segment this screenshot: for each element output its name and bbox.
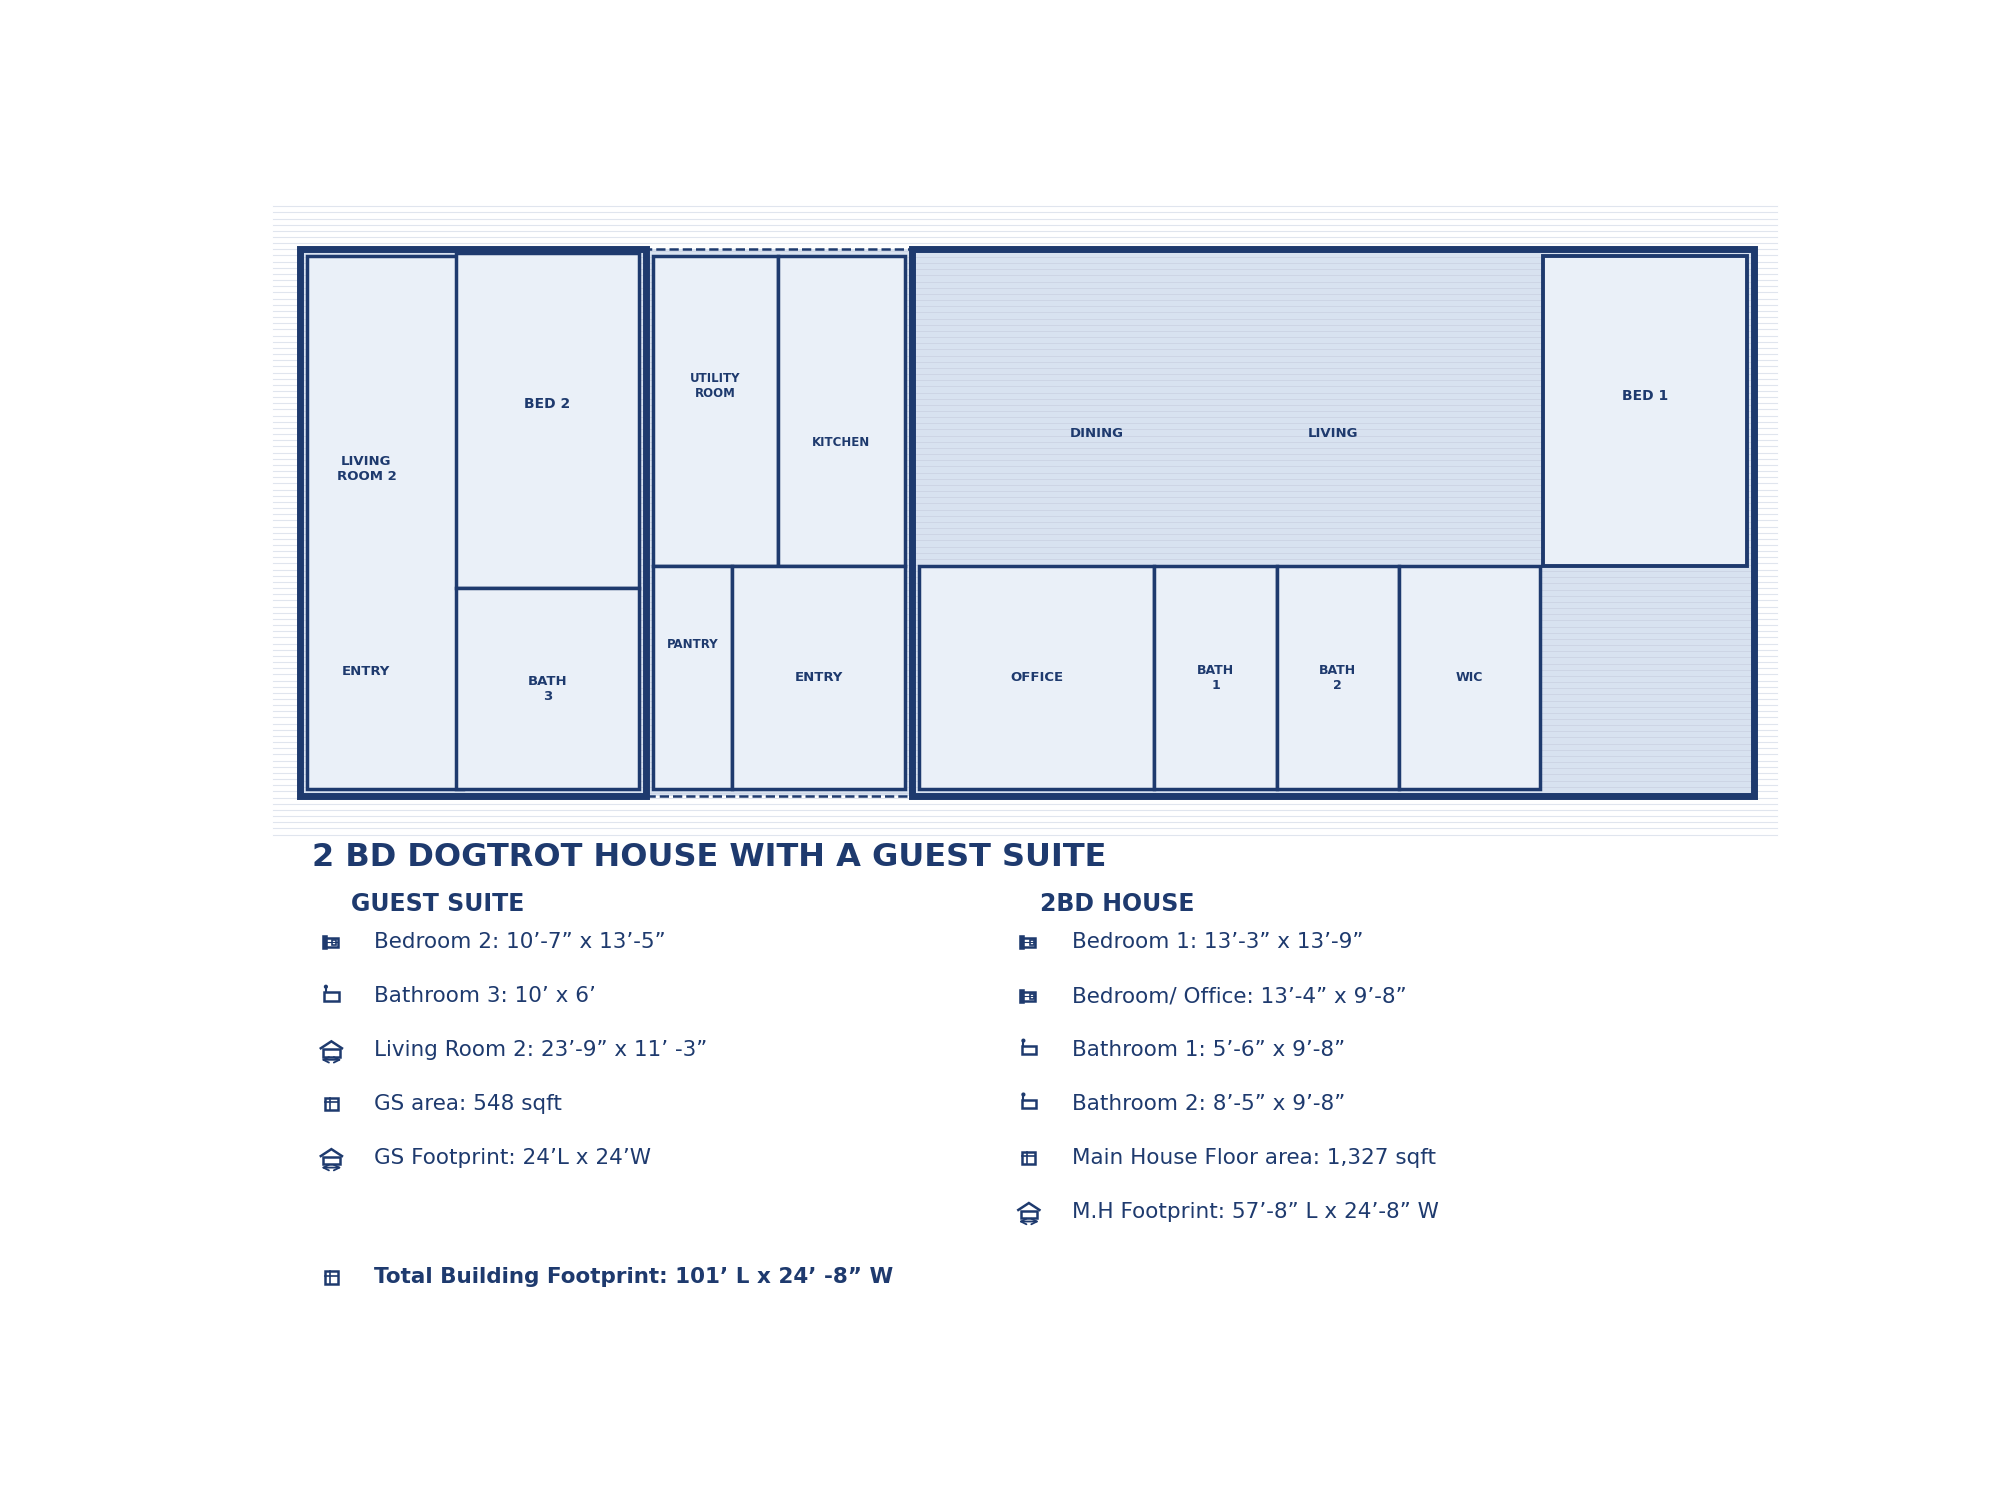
Text: Living Room 2: 23’-9” x 11’ -3”: Living Room 2: 23’-9” x 11’ -3” (374, 1040, 708, 1060)
Bar (324, 1098, 338, 1110)
Bar (1020, 1210, 1038, 1218)
Text: ENTRY: ENTRY (794, 670, 842, 684)
Bar (646, 249, 912, 796)
Bar (912, 249, 1754, 796)
Bar (332, 939, 336, 945)
Bar (1154, 567, 1276, 789)
Bar (456, 588, 638, 789)
Bar (646, 249, 912, 796)
Bar (1276, 567, 1398, 789)
Text: GS Footprint: 24’L x 24’W: GS Footprint: 24’L x 24’W (374, 1148, 652, 1168)
Text: WIC: WIC (1456, 670, 1482, 684)
Bar (778, 256, 904, 567)
Bar (1030, 993, 1034, 999)
Text: LIVING
ROOM 2: LIVING ROOM 2 (336, 456, 396, 483)
Bar (324, 1270, 338, 1284)
Text: Main House Floor area: 1,327 sqft: Main House Floor area: 1,327 sqft (1072, 1148, 1436, 1168)
Bar (456, 254, 638, 588)
Text: ENTRY: ENTRY (342, 666, 390, 678)
Bar (912, 249, 1754, 796)
Bar (1030, 939, 1034, 945)
Text: BATH
3: BATH 3 (528, 675, 568, 702)
Bar (1022, 992, 1036, 1000)
Text: KITCHEN: KITCHEN (812, 436, 870, 448)
Text: Bathroom 2: 8’-5” x 9’-8”: Bathroom 2: 8’-5” x 9’-8” (1072, 1094, 1344, 1114)
Text: PANTRY: PANTRY (666, 638, 718, 651)
Bar (732, 567, 904, 789)
Bar (1544, 256, 1746, 567)
Bar (1022, 1100, 1036, 1108)
Bar (918, 567, 1154, 789)
Bar (324, 992, 338, 1000)
Text: DINING: DINING (1070, 426, 1124, 439)
Bar (1398, 567, 1540, 789)
Bar (324, 938, 338, 946)
Text: Total Building Footprint: 101’ L x 24’ -8” W: Total Building Footprint: 101’ L x 24’ -… (374, 1268, 894, 1287)
Bar (1022, 1152, 1036, 1164)
Text: UTILITY
ROOM: UTILITY ROOM (690, 372, 740, 400)
Text: BATH
1: BATH 1 (1196, 663, 1234, 692)
Text: BATH
2: BATH 2 (1318, 663, 1356, 692)
Text: M.H Footprint: 57’-8” L x 24’-8” W: M.H Footprint: 57’-8” L x 24’-8” W (1072, 1202, 1438, 1222)
Text: Bathroom 3: 10’ x 6’: Bathroom 3: 10’ x 6’ (374, 986, 596, 1006)
Bar (1022, 1046, 1036, 1054)
Text: GS area: 548 sqft: GS area: 548 sqft (374, 1094, 562, 1114)
Bar (652, 256, 778, 567)
Circle shape (1022, 1040, 1024, 1042)
Bar (1022, 938, 1036, 946)
Text: Bedroom/ Office: 13’-4” x 9’-8”: Bedroom/ Office: 13’-4” x 9’-8” (1072, 986, 1406, 1006)
Text: 2 BD DOGTROT HOUSE WITH A GUEST SUITE: 2 BD DOGTROT HOUSE WITH A GUEST SUITE (312, 842, 1106, 873)
Bar (324, 1048, 340, 1056)
Bar (300, 249, 646, 796)
Text: LIVING: LIVING (1308, 426, 1358, 439)
Text: Bedroom 2: 10’-7” x 13’-5”: Bedroom 2: 10’-7” x 13’-5” (374, 933, 666, 952)
Bar (324, 1156, 340, 1164)
Circle shape (1022, 1094, 1024, 1096)
Bar (300, 249, 646, 796)
Circle shape (324, 986, 328, 988)
Text: BED 1: BED 1 (1622, 388, 1668, 404)
Bar (308, 256, 462, 789)
Text: Bedroom 1: 13’-3” x 13’-9”: Bedroom 1: 13’-3” x 13’-9” (1072, 933, 1362, 952)
Text: GUEST SUITE: GUEST SUITE (350, 892, 524, 916)
Text: OFFICE: OFFICE (1010, 670, 1064, 684)
Text: 2BD HOUSE: 2BD HOUSE (1040, 892, 1196, 916)
Text: Bathroom 1: 5’-6” x 9’-8”: Bathroom 1: 5’-6” x 9’-8” (1072, 1040, 1344, 1060)
Text: BED 2: BED 2 (524, 396, 570, 411)
Bar (652, 567, 732, 789)
